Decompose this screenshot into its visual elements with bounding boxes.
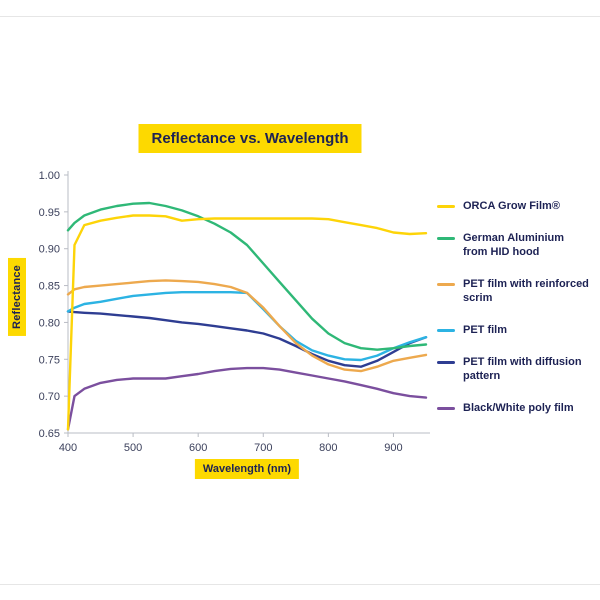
legend-label: ORCA Grow Film®: [463, 200, 560, 212]
legend-item-german-aluminium: German Aluminium from HID hood: [437, 232, 589, 260]
x-axis-label: Wavelength (nm): [194, 459, 300, 479]
series-line-black-white-poly: [66, 366, 428, 431]
legend-item-pet-film: PET film: [437, 324, 589, 338]
legend-label: PET film with reinforced scrim: [463, 277, 589, 304]
legend-item-black-white-poly: Black/White poly film: [437, 402, 589, 416]
bottom-border-line: [0, 584, 600, 585]
legend-label: PET film with diffusion pattern: [463, 355, 582, 382]
legend-swatch-pet-reinforced-scrim: [437, 282, 455, 286]
legend-swatch-pet-film: [437, 328, 455, 332]
legend-label: German Aluminium from HID hood: [463, 231, 565, 258]
y-tick-label: 0.95: [39, 207, 60, 219]
y-tick-label: 0.75: [39, 354, 60, 366]
legend-swatch-black-white-poly: [437, 406, 455, 410]
series-line-pet-diffusion: [66, 310, 428, 368]
series-line-pet-reinforced-scrim: [66, 279, 428, 373]
chart-title: Reflectance vs. Wavelength: [138, 124, 362, 153]
legend-label: Black/White poly film: [463, 401, 574, 414]
y-tick-label: 0.70: [39, 391, 60, 403]
y-tick-label: 0.80: [39, 317, 60, 329]
plot-area: 0.65 0.70 0.75 0.80 0.85 0.90 0.95 1.00 400 500 60…: [39, 170, 430, 454]
y-tick-label: 0.90: [39, 244, 60, 256]
x-tick-label: 900: [384, 442, 402, 454]
series-line-orca-grow-film: [66, 214, 428, 431]
legend-item-pet-diffusion: PET film with diffusion pattern: [437, 356, 589, 384]
x-tick-label: 600: [189, 442, 207, 454]
top-border-line: [0, 16, 600, 17]
y-tick-label: 1.00: [39, 170, 60, 182]
y-tick-label: 0.85: [39, 281, 60, 293]
legend: ORCA Grow Film® German Aluminium from HI…: [437, 200, 589, 416]
legend-swatch-german-aluminium: [437, 236, 455, 240]
legend-swatch-orca-grow-film: [437, 205, 455, 208]
x-tick-label: 800: [319, 442, 337, 454]
legend-swatch-pet-diffusion: [437, 360, 455, 364]
legend-item-orca-grow-film: ORCA Grow Film®: [437, 200, 589, 214]
x-tick-label: 400: [59, 442, 77, 454]
y-tick-label: 0.65: [39, 428, 60, 440]
series-line-pet-film: [66, 290, 428, 362]
legend-item-pet-reinforced-scrim: PET film with reinforced scrim: [437, 278, 589, 306]
series-line-german-aluminium: [66, 201, 428, 351]
legend-label: PET film: [463, 323, 508, 336]
x-tick-label: 500: [124, 442, 142, 454]
x-tick-label: 700: [254, 442, 272, 454]
